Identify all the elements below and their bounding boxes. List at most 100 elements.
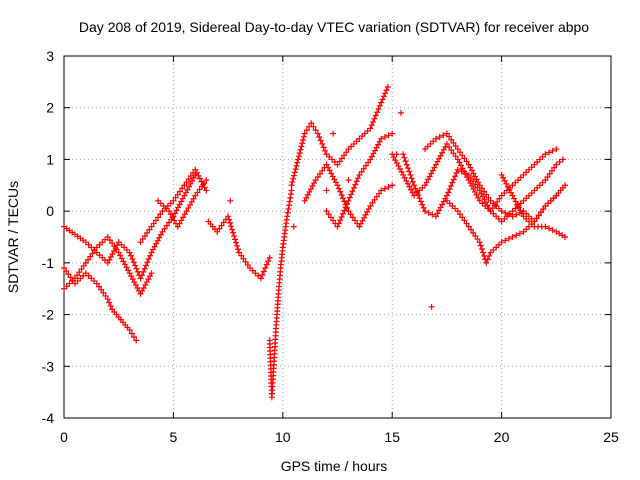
- data-point: [509, 234, 516, 240]
- data-point: [348, 191, 355, 198]
- data-point: [384, 84, 391, 91]
- data-point: [61, 265, 67, 272]
- data-point: [319, 140, 326, 147]
- data-point: [505, 211, 512, 218]
- data-point: [450, 176, 457, 183]
- data-point: [297, 146, 304, 153]
- data-point: [181, 211, 188, 218]
- grid: [64, 56, 611, 418]
- x-tick-label: 15: [384, 429, 400, 445]
- data-point: [365, 159, 372, 166]
- data-point: [535, 212, 542, 219]
- data-point: [133, 337, 140, 344]
- data-point: [231, 233, 238, 240]
- data-point: [181, 182, 188, 189]
- data-point: [494, 198, 501, 205]
- data-point: [356, 171, 363, 178]
- data-point: [107, 302, 114, 309]
- data-point: [408, 175, 415, 182]
- data-point: [91, 247, 98, 254]
- data-point: [82, 259, 89, 266]
- data-point: [218, 222, 225, 229]
- data-point: [288, 187, 295, 194]
- data-point: [235, 246, 242, 253]
- x-tick-label: 20: [494, 429, 510, 445]
- data-point: [445, 189, 452, 196]
- data-point: [344, 201, 351, 208]
- data-point: [349, 214, 356, 221]
- data-point: [562, 182, 569, 189]
- data-point: [412, 185, 419, 192]
- data-point: [382, 90, 389, 97]
- data-point: [446, 186, 453, 193]
- data-point: [166, 208, 173, 215]
- data-point: [98, 286, 105, 293]
- data-point: [345, 208, 352, 215]
- data-point: [319, 167, 326, 174]
- data-point: [187, 172, 194, 179]
- data-point: [228, 223, 235, 230]
- data-point: [369, 199, 376, 206]
- data-point: [131, 333, 138, 340]
- data-point: [371, 196, 378, 203]
- data-point: [403, 161, 410, 168]
- data-point: [509, 213, 516, 220]
- data-point: [137, 275, 144, 282]
- data-point: [465, 171, 472, 178]
- data-point: [203, 187, 210, 194]
- data-point: [401, 154, 408, 161]
- data-point: [143, 262, 150, 269]
- data-point: [227, 219, 234, 226]
- data-point: [146, 226, 153, 233]
- y-tick-label: -3: [42, 358, 55, 374]
- data-point: [294, 159, 301, 166]
- data-point: [411, 182, 418, 189]
- data-point: [347, 211, 354, 218]
- data-point: [284, 213, 291, 220]
- data-point: [378, 187, 385, 194]
- data-point: [472, 232, 479, 239]
- data-point: [553, 146, 560, 153]
- data-point: [320, 144, 327, 151]
- data-point: [335, 220, 342, 227]
- data-point: [352, 181, 359, 188]
- data-point: [549, 227, 556, 234]
- data-point: [230, 229, 237, 236]
- data-point: [402, 158, 409, 165]
- data-point: [194, 189, 201, 196]
- data-point: [372, 112, 379, 119]
- data-point: [376, 190, 383, 197]
- x-tick-label: 10: [275, 429, 291, 445]
- data-point: [292, 166, 299, 173]
- data-point: [459, 214, 466, 221]
- y-tick-label: -1: [42, 255, 55, 271]
- y-tick-label: 0: [46, 203, 54, 219]
- data-point: [303, 127, 310, 134]
- data-point: [185, 205, 192, 212]
- data-point: [287, 191, 294, 198]
- data-point: [259, 271, 266, 278]
- data-point: [416, 195, 423, 202]
- data-point: [461, 217, 468, 224]
- data-point: [486, 252, 493, 259]
- data-point: [370, 118, 377, 125]
- data-point: [80, 262, 87, 269]
- data-point: [339, 195, 346, 202]
- data-point: [266, 254, 273, 261]
- data-point: [378, 99, 385, 106]
- data-point: [227, 197, 234, 204]
- data-point: [290, 223, 297, 230]
- data-point: [355, 175, 362, 182]
- data-point: [330, 130, 337, 137]
- data-point: [415, 191, 422, 198]
- data-point: [516, 230, 523, 237]
- chart-title: Day 208 of 2019, Sidereal Day-to-day VTE…: [79, 19, 589, 35]
- data-point: [238, 252, 245, 259]
- data-point: [300, 133, 307, 140]
- data-point: [166, 219, 173, 226]
- data-point: [87, 253, 94, 260]
- data-point: [338, 213, 345, 220]
- data-point: [171, 217, 178, 224]
- data-point: [187, 201, 194, 208]
- data-point: [296, 149, 303, 156]
